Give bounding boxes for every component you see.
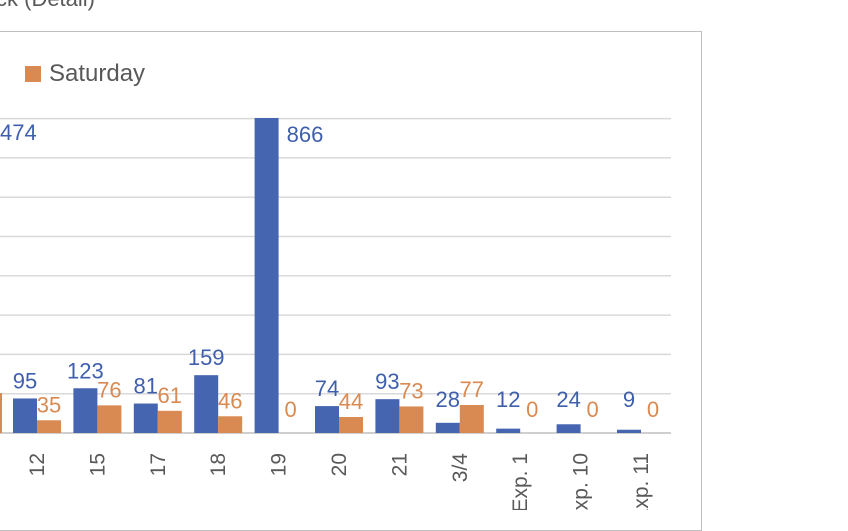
legend: Saturday [25, 60, 145, 88]
data-label-blue: 159 [188, 345, 225, 370]
data-label-partial-left: 474 [0, 120, 37, 145]
x-tick-label: 17 [147, 453, 170, 476]
data-label-blue: 12 [496, 387, 520, 412]
bar-orange-20 [339, 416, 363, 433]
bar-orange-12 [37, 420, 61, 433]
data-label-orange: 46 [218, 388, 242, 413]
x-tick-label: 21 [388, 453, 411, 476]
x-tick-label: 20 [328, 453, 351, 476]
data-label-orange: 0 [647, 397, 659, 422]
data-label-orange: 73 [399, 378, 423, 403]
bar-blue-Exp-11 [617, 429, 641, 433]
x-tick-label: Exp. 1 [509, 453, 532, 510]
legend-label-saturday: Saturday [49, 60, 146, 87]
data-label-blue: 123 [67, 358, 104, 383]
bar-blue-19 [254, 118, 279, 433]
bar-blue-Exp-1 [496, 428, 521, 433]
x-tick-label: 15 [86, 453, 109, 476]
bar-blue-20 [315, 406, 339, 433]
bar-blue-12 [13, 398, 37, 433]
x-tick-label: 18 [207, 453, 230, 476]
data-label-blue: 74 [315, 376, 339, 401]
x-tick-label: 19 [268, 453, 291, 476]
bar-blue-18 [194, 375, 219, 433]
bar-orange-17 [157, 410, 182, 433]
bar-blue-15 [73, 388, 98, 433]
x-tick-label: Exp. 11 [630, 453, 653, 510]
bar-orange-15 [97, 405, 122, 433]
data-label-blue: 81 [134, 374, 158, 399]
bar-orange-3-4 [459, 404, 484, 433]
x-tick-label: 3/4 [449, 453, 472, 483]
bar-blue-3-4 [435, 422, 460, 433]
data-label-orange: 77 [460, 377, 484, 402]
data-label-orange: 0 [526, 397, 538, 422]
data-label-orange: 44 [339, 389, 363, 414]
data-label-blue: 93 [375, 369, 399, 394]
data-label-orange: 61 [158, 383, 182, 408]
data-label-orange: 0 [586, 397, 598, 422]
bar-blue-17 [133, 403, 158, 433]
bar-partial-left [0, 393, 2, 433]
data-label-blue: 9 [623, 387, 635, 412]
x-tick-label: 12 [26, 453, 49, 476]
bar-orange-18 [218, 416, 243, 433]
x-tick-label: Exp. 10 [570, 453, 593, 510]
data-label-blue: 24 [556, 387, 580, 412]
data-label-orange: 0 [284, 397, 296, 422]
data-label-blue: 28 [436, 387, 460, 412]
data-label-orange: 76 [97, 377, 121, 402]
bar-blue-21 [375, 399, 400, 433]
legend-swatch-saturday [25, 66, 41, 82]
chart-title: ck (Detail) [0, 0, 95, 12]
bar-orange-21 [399, 406, 424, 433]
data-label-blue: 95 [13, 368, 37, 393]
data-label-orange: 35 [37, 392, 61, 417]
bar-blue-Exp-10 [556, 424, 581, 433]
data-label-blue: 866 [287, 122, 324, 147]
